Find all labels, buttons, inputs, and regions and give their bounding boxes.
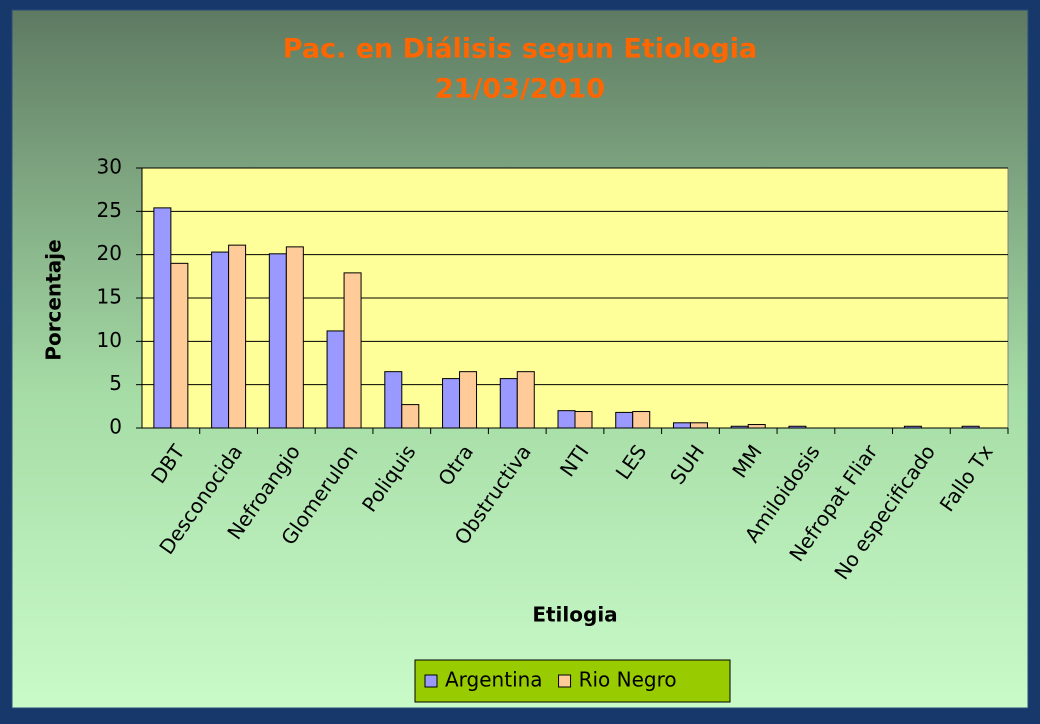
bar bbox=[574, 411, 593, 429]
y-tick-label: 20 bbox=[97, 241, 122, 265]
y-tick-label: 30 bbox=[97, 155, 122, 179]
y-axis-label: Porcentaje bbox=[42, 239, 66, 360]
bar bbox=[689, 422, 708, 429]
bar bbox=[326, 330, 345, 429]
bar bbox=[557, 410, 576, 429]
bar bbox=[459, 371, 478, 429]
y-tick-label: 0 bbox=[109, 415, 122, 439]
bar bbox=[615, 411, 634, 429]
bar bbox=[228, 244, 247, 429]
legend-swatch bbox=[558, 674, 572, 688]
legend-swatch bbox=[424, 674, 438, 688]
bar bbox=[747, 424, 766, 429]
legend-label: Rio Negro bbox=[579, 668, 677, 692]
bar bbox=[153, 207, 172, 429]
chart-subtitle: 21/03/2010 bbox=[435, 74, 605, 105]
bar bbox=[170, 262, 189, 429]
bar bbox=[268, 253, 287, 429]
bar bbox=[384, 371, 403, 429]
x-axis-label: Etilogia bbox=[532, 603, 617, 627]
bar bbox=[672, 422, 691, 429]
bar bbox=[285, 246, 304, 429]
y-tick-label: 25 bbox=[97, 198, 122, 222]
bar bbox=[516, 371, 535, 429]
bar bbox=[442, 378, 461, 429]
bar bbox=[401, 404, 420, 429]
bar bbox=[632, 411, 651, 429]
chart-title: Pac. en Diálisis segun Etiologia bbox=[283, 34, 757, 65]
legend bbox=[414, 659, 731, 703]
legend-label: Argentina bbox=[445, 668, 543, 692]
y-tick-label: 10 bbox=[97, 328, 122, 352]
y-tick-label: 5 bbox=[109, 371, 122, 395]
bar bbox=[343, 272, 362, 429]
y-tick-label: 15 bbox=[97, 285, 122, 309]
bar bbox=[499, 378, 518, 429]
bar bbox=[211, 251, 230, 429]
